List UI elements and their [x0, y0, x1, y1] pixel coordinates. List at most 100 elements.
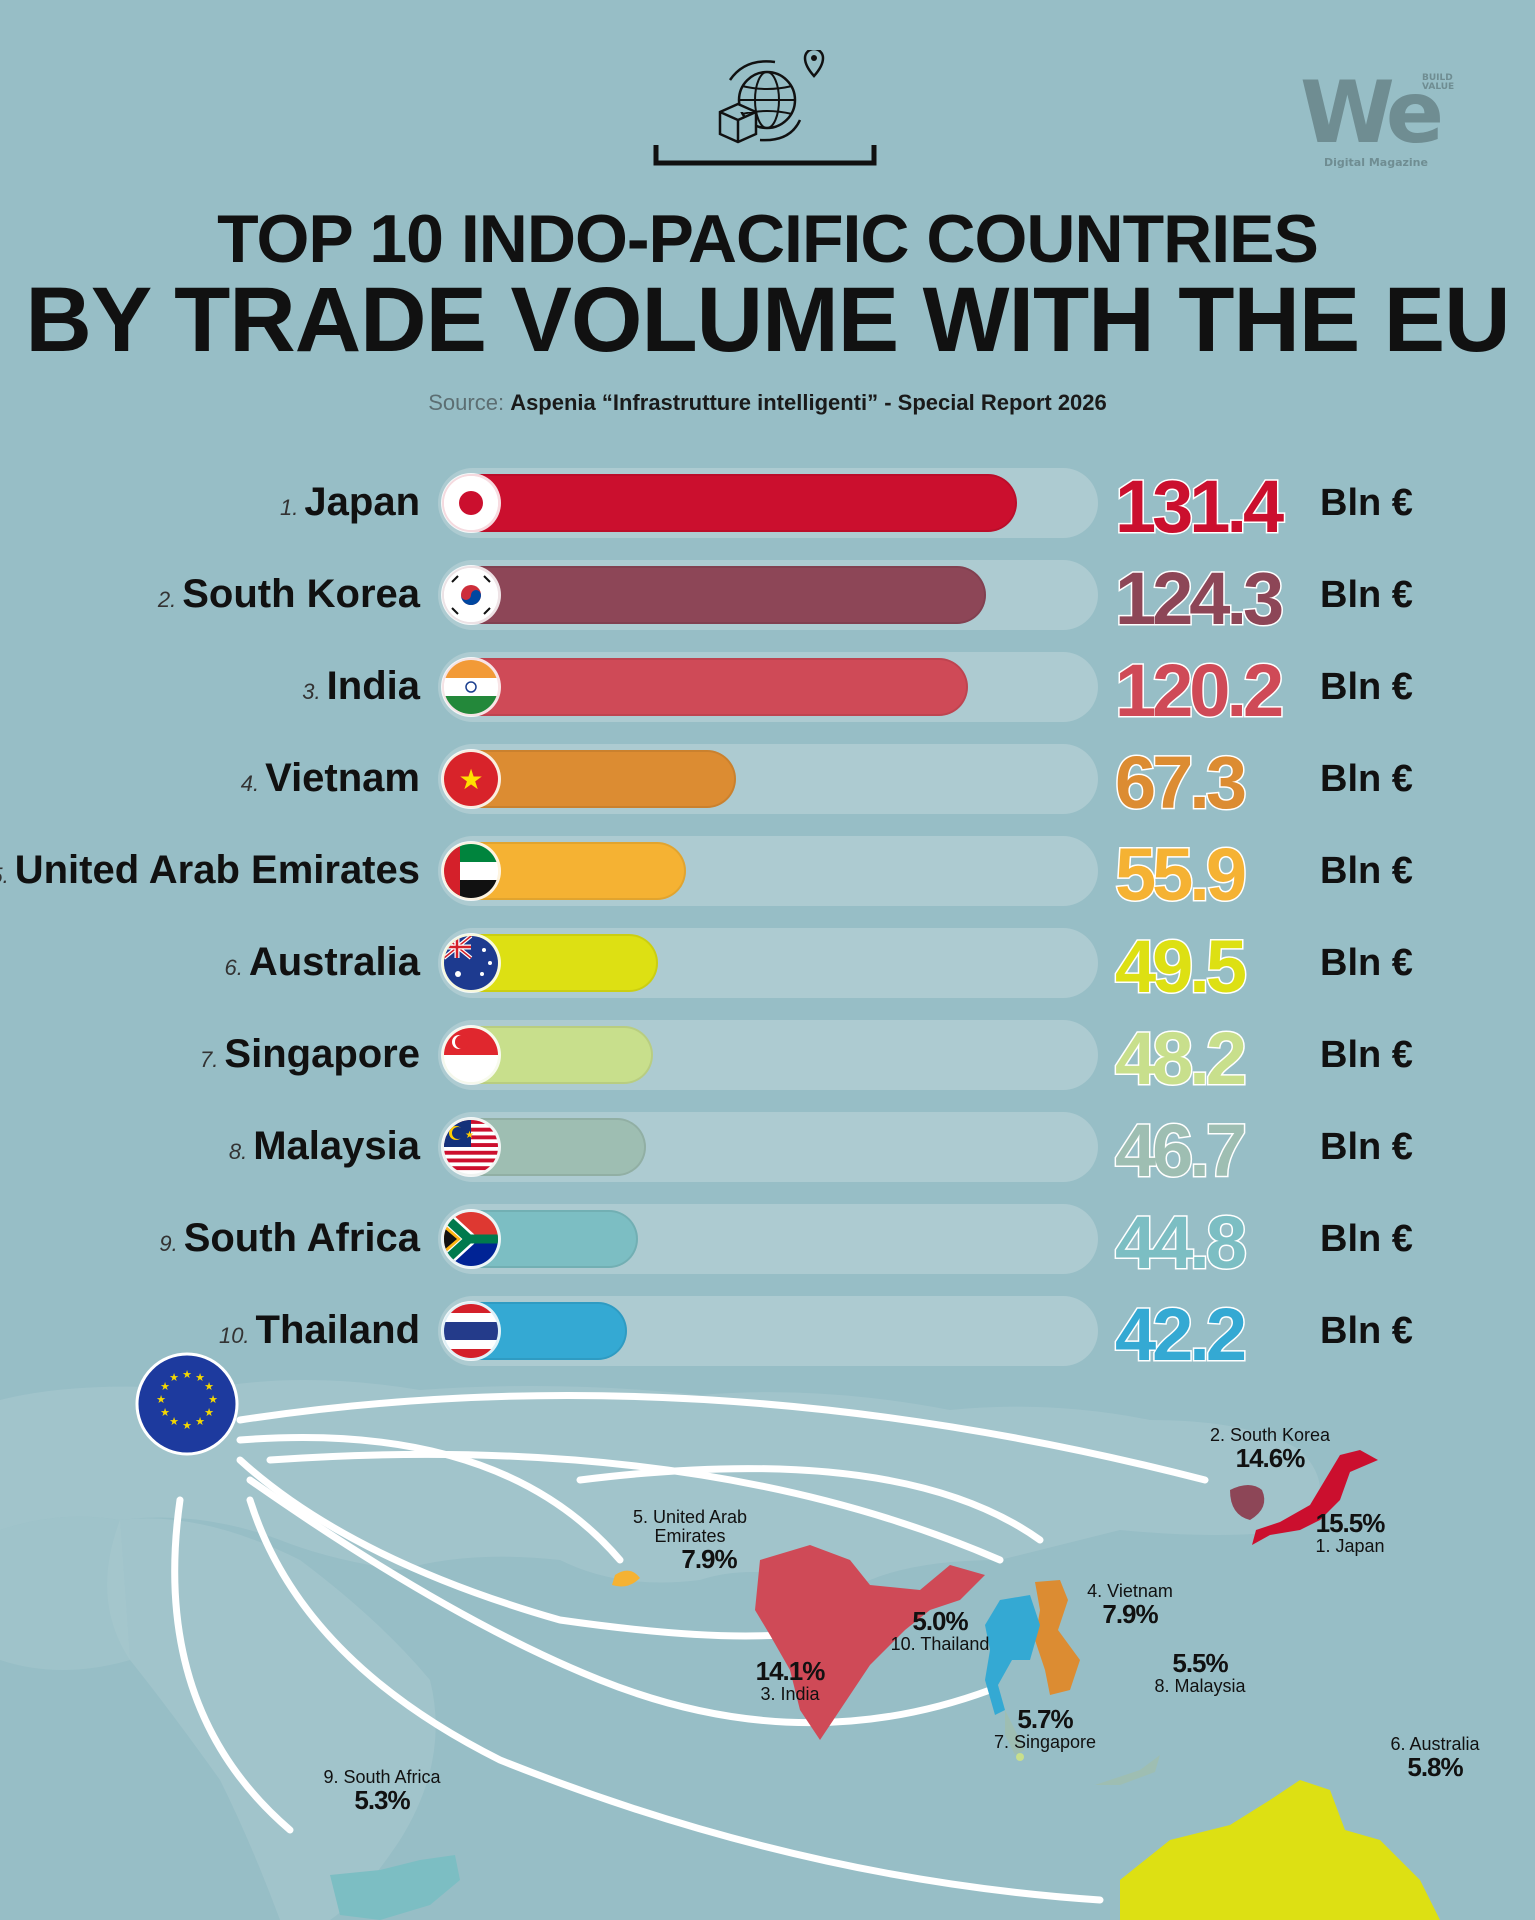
- bar: [442, 566, 986, 624]
- rank-number: 6.: [224, 955, 243, 980]
- map-share-value: 14.1%: [755, 1656, 826, 1686]
- bar-row: 5.United Arab Emirates 55.9 Bln €: [0, 832, 1535, 918]
- map-label-vietnam: 4. Vietnam 7.9%: [1070, 1582, 1190, 1628]
- bar-row: 3. India 120.2 Bln €: [0, 648, 1535, 734]
- bar-category-label: 5.United Arab Emirates: [0, 848, 420, 893]
- bar-unit-label: Bln €: [1320, 482, 1413, 524]
- bar-unit-label: Bln €: [1320, 574, 1413, 616]
- bar-unit-label: Bln €: [1320, 942, 1413, 984]
- map-label-uae: 5. United Arab Emirates 7.9%: [615, 1508, 765, 1573]
- bar-value-label: 44.8: [1113, 1200, 1248, 1286]
- bar-row: 8. Malaysia ★ 46.7 Bln €: [0, 1108, 1535, 1194]
- map-label-japan: 15.5% 1. Japan: [1290, 1508, 1410, 1557]
- bar-unit-label: Bln €: [1320, 1126, 1413, 1168]
- country-name: Thailand: [255, 1308, 420, 1352]
- country-name: South Korea: [182, 572, 420, 616]
- flag-icon: [444, 568, 498, 622]
- svg-text:★: ★: [465, 1130, 474, 1141]
- map-country-name: 1. Japan: [1315, 1536, 1385, 1557]
- country-name: South Africa: [183, 1216, 420, 1260]
- flag-icon: [444, 1212, 498, 1266]
- map-share-value: 5.5%: [1172, 1648, 1228, 1678]
- bar-unit-label: Bln €: [1320, 1218, 1413, 1260]
- map-share-value: 5.7%: [1017, 1704, 1073, 1734]
- source-text: Aspenia “Infrastrutture intelligenti” - …: [510, 390, 1107, 415]
- bar: [442, 658, 968, 716]
- bar-category-label: 4. Vietnam: [241, 756, 420, 801]
- svg-text:★: ★: [182, 1368, 192, 1381]
- map-label-singapore: 5.7% 7. Singapore: [985, 1704, 1105, 1753]
- bar-category-label: 9. South Africa: [159, 1216, 420, 1261]
- bar-category-label: 8. Malaysia: [229, 1124, 420, 1169]
- rank-number: 8.: [228, 1139, 248, 1164]
- svg-text:★: ★: [195, 1371, 205, 1384]
- bar-row: 1. Japan 131.4 Bln €: [0, 464, 1535, 550]
- svg-text:★: ★: [204, 1406, 214, 1419]
- rank-number: 3.: [302, 679, 321, 704]
- bar-value-label: 131.4: [1113, 464, 1285, 550]
- map-share-value: 5.3%: [354, 1784, 410, 1815]
- bar-value-label: 55.9: [1113, 832, 1248, 918]
- bar-category-label: 6. Australia: [224, 940, 420, 985]
- flag-icon: [444, 936, 498, 990]
- rank-number: 7.: [200, 1047, 219, 1072]
- bar-value-label: 124.3: [1113, 556, 1285, 642]
- map-country-name: 3. India: [760, 1684, 820, 1705]
- map-country-name: 7. Singapore: [993, 1732, 1097, 1753]
- country-name: Malaysia: [253, 1124, 420, 1168]
- map-country-name: 5. United Arab: [632, 1507, 748, 1527]
- globe-trade-icon: [650, 47, 880, 170]
- map-share-value: 5.8%: [1407, 1751, 1463, 1782]
- svg-text:★: ★: [458, 763, 483, 796]
- bar-unit-label: Bln €: [1320, 1034, 1413, 1076]
- map-label-south-africa: 9. South Africa 5.3%: [312, 1768, 452, 1814]
- rank-number: 9.: [159, 1231, 178, 1256]
- map-label-australia: 6. Australia 5.8%: [1370, 1735, 1500, 1781]
- map-share-value: 7.9%: [681, 1543, 737, 1574]
- trade-map: ★ ★ ★ ★ ★ ★ ★ ★ ★ ★ ★ ★ 2. South Korea 14.6% 15.5…: [0, 1352, 1535, 1920]
- flag-icon: ★: [444, 1120, 498, 1174]
- bar-row: 10. Thailand 42.2 Bln €: [0, 1292, 1535, 1378]
- map-country-name: 2. South Korea: [1209, 1425, 1331, 1445]
- bar-value-label: 67.3: [1113, 740, 1248, 826]
- rank-number: 2.: [157, 587, 177, 612]
- map-country-name: 4. Vietnam: [1087, 1581, 1173, 1601]
- svg-text:★: ★: [160, 1380, 170, 1393]
- map-label-thailand: 5.0% 10. Thailand: [880, 1607, 1000, 1655]
- bar-unit-label: Bln €: [1320, 666, 1413, 708]
- map-share-value: 14.6%: [1235, 1442, 1306, 1473]
- country-name: Australia: [248, 940, 420, 984]
- map-country-name: 9. South Africa: [323, 1767, 441, 1787]
- map-label-india: 14.1% 3. India: [730, 1656, 850, 1705]
- flag-icon: [444, 476, 498, 530]
- eu-flag-icon: ★ ★ ★ ★ ★ ★ ★ ★ ★ ★ ★ ★: [135, 1352, 239, 1456]
- map-country-name: 10. Thailand: [890, 1634, 990, 1655]
- bar-unit-label: Bln €: [1320, 850, 1413, 892]
- svg-text:★: ★: [156, 1393, 166, 1406]
- bar-row: 7. Singapore 48.2 Bln €: [0, 1016, 1535, 1102]
- bar-category-label: 1. Japan: [280, 480, 420, 525]
- flag-icon: ★: [444, 752, 498, 806]
- rank-number: 10.: [218, 1323, 250, 1348]
- bar-value-label: 49.5: [1113, 924, 1248, 1010]
- map-share-value: 15.5%: [1315, 1508, 1386, 1538]
- brand-logo: We BUILD VALUE Digital Magazine: [1300, 68, 1470, 178]
- bar-value-label: 46.7: [1113, 1108, 1248, 1194]
- flag-icon: [444, 1028, 498, 1082]
- bar-row: 6. Australia 49.5 Bln €: [0, 924, 1535, 1010]
- flag-icon: [444, 844, 498, 898]
- bar-row: 4. Vietnam ★ 67.3 Bln €: [0, 740, 1535, 826]
- rank-number: 4.: [240, 771, 260, 796]
- source-note: Source: Aspenia “Infrastrutture intellig…: [0, 390, 1535, 416]
- svg-text:★: ★: [182, 1419, 192, 1432]
- country-name: Japan: [304, 480, 420, 524]
- bar-value-label: 120.2: [1113, 648, 1285, 734]
- bar-row: 2. South Korea 124.3 Bln €: [0, 556, 1535, 642]
- bar-category-label: 3. India: [302, 664, 420, 709]
- map-country-name: 8. Malaysia: [1154, 1676, 1246, 1697]
- flag-icon: [444, 660, 498, 714]
- svg-text:★: ★: [169, 1371, 179, 1384]
- country-name: Singapore: [224, 1032, 420, 1076]
- brand-subtitle: Digital Magazine: [1324, 156, 1428, 169]
- page-title-line1: TOP 10 INDO-PACIFIC COUNTRIES: [217, 201, 1319, 277]
